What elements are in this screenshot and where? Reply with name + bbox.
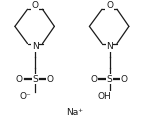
Text: OH: OH — [97, 92, 111, 101]
Text: O: O — [16, 75, 23, 84]
Text: N: N — [32, 42, 38, 51]
Text: O: O — [46, 75, 53, 84]
Text: O⁻: O⁻ — [20, 92, 31, 101]
Text: O: O — [106, 1, 113, 10]
Text: S: S — [32, 75, 38, 84]
Text: N: N — [106, 42, 113, 51]
Text: Na⁺: Na⁺ — [66, 108, 83, 117]
Text: S: S — [107, 75, 112, 84]
Text: O: O — [121, 75, 128, 84]
Text: O: O — [32, 1, 38, 10]
Text: O: O — [90, 75, 97, 84]
